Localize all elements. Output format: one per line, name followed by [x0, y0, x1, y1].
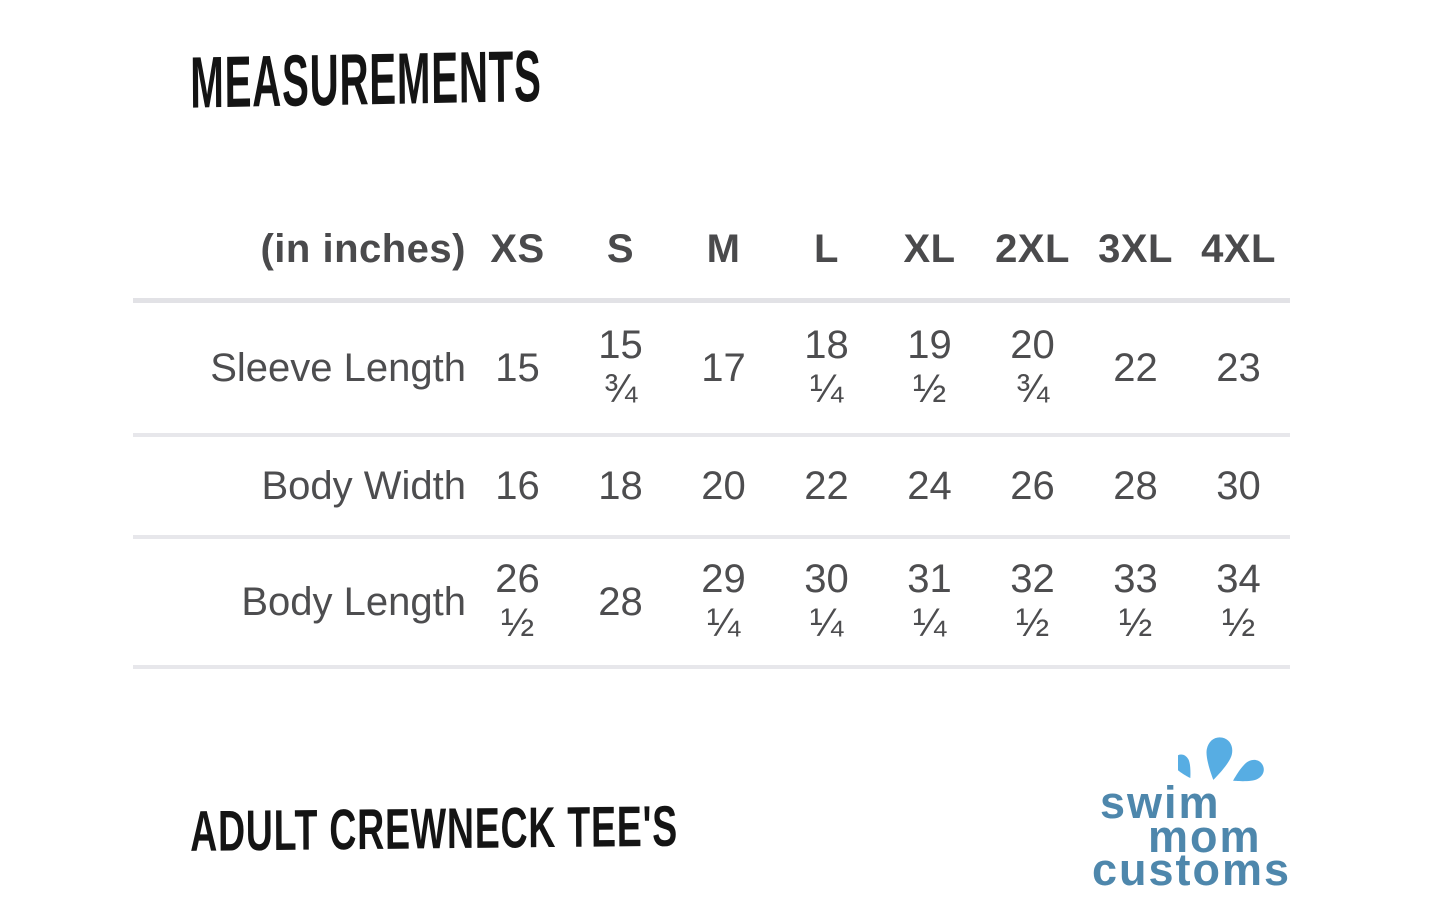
logo-word-mom: mom	[1148, 811, 1262, 862]
measurement-cell: 20	[701, 463, 746, 508]
measurement-cell: 24	[907, 463, 952, 508]
measurement-cell: 15	[495, 345, 540, 390]
measurement-cell: 15 ¾	[598, 322, 643, 412]
measurement-cell: 18	[598, 463, 643, 508]
measurement-cell: 32 ½	[1010, 556, 1055, 646]
measurement-cell: 28	[598, 579, 643, 624]
logo-word-customs: customs	[1092, 844, 1292, 895]
row-label: Sleeve Length	[210, 345, 466, 390]
size-header-l: L	[814, 226, 839, 271]
measurement-cell: 30	[1216, 463, 1261, 508]
water-splash-icon	[1178, 737, 1264, 782]
measurement-cell: 28	[1113, 463, 1158, 508]
size-header-3xl: 3XL	[1098, 226, 1173, 271]
measurement-cell: 30 ¼	[804, 556, 849, 646]
row-label: Body Length	[241, 579, 466, 624]
measurement-cell: 22	[804, 463, 849, 508]
measurement-cell: 33 ½	[1113, 556, 1158, 646]
size-header-s: S	[606, 226, 635, 271]
size-header-2xl: 2XL	[995, 226, 1070, 271]
size-header-xl: XL	[903, 226, 956, 271]
measurement-cell: 23	[1216, 345, 1261, 390]
measurement-cell: 18 ¼	[804, 322, 849, 412]
measurement-cell: 16	[495, 463, 540, 508]
measurement-cell: 31 ¼	[907, 556, 952, 646]
measurement-cell: 26 ½	[495, 556, 540, 646]
product-subtitle: ADULT CREWNECK TEE'S	[190, 793, 679, 864]
table-row-body-length: Body Length 26 ½ 28 29 ¼ 30 ¼ 31 ¼ 32 ½ 33 ½ 3…	[133, 539, 1290, 669]
unit-label: (in inches)	[260, 226, 466, 271]
measurement-cell: 26	[1010, 463, 1055, 508]
measurement-table: (in inches) XS S M L XL 2XL 3XL 4XL Slee…	[133, 200, 1290, 669]
size-header-4xl: 4XL	[1201, 226, 1276, 271]
size-header-m: M	[706, 226, 741, 271]
page-title: MEASUREMENTS	[190, 34, 542, 124]
table-row-body-width: Body Width 16 18 20 22 24 26 28 30	[133, 437, 1290, 539]
measurement-cell: 22	[1113, 345, 1158, 390]
table-header-row: (in inches) XS S M L XL 2XL 3XL 4XL	[133, 200, 1290, 303]
size-header-xs: XS	[490, 226, 545, 271]
measurement-cell: 34 ½	[1216, 556, 1261, 646]
table-row-sleeve-length: Sleeve Length 15 15 ¾ 17 18 ¼ 19 ½ 20 ¾ 22 2…	[133, 303, 1290, 437]
logo-word-swim: swim	[1100, 777, 1221, 828]
measurement-cell: 29 ¼	[701, 556, 746, 646]
measurement-cell: 17	[701, 345, 746, 390]
measurement-cell: 19 ½	[907, 322, 952, 412]
row-label: Body Width	[261, 463, 466, 508]
measurement-cell: 20 ¾	[1010, 322, 1055, 412]
